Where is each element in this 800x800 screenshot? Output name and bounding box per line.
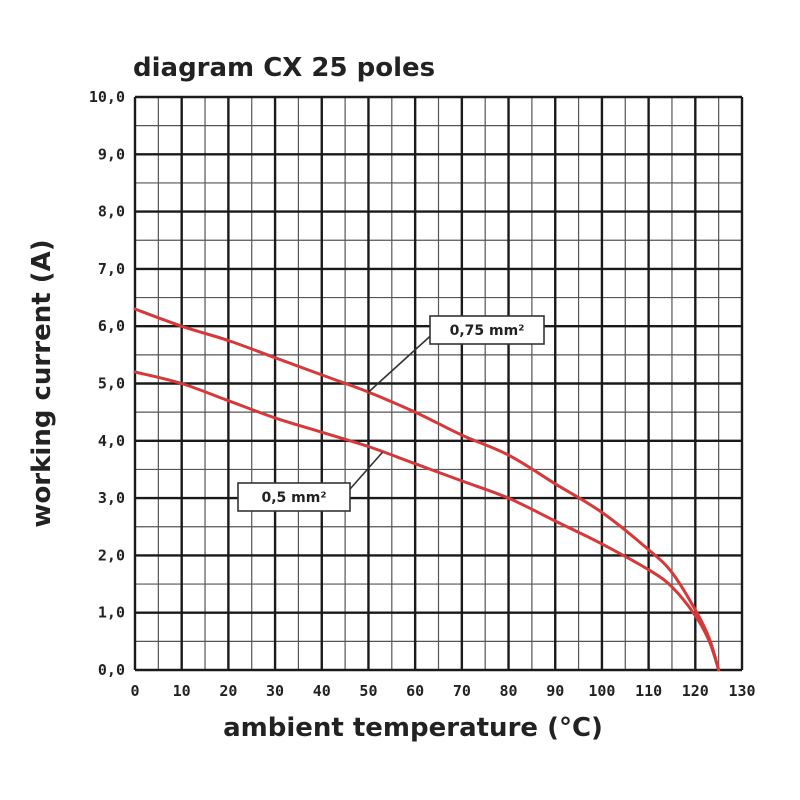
annotation-box-0	[429, 315, 545, 345]
annotation-box-1	[237, 482, 351, 512]
annotation-label-0: 0,75 mm²	[450, 323, 525, 339]
series-line-0	[133, 307, 721, 672]
y-tick-label: 0,0	[98, 661, 125, 679]
x-tick-label: 40	[313, 682, 331, 700]
y-tick-label: 9,0	[98, 145, 125, 163]
annotations: 0,75 mm² 0,5 mm²	[237, 315, 545, 512]
y-tick-label: 7,0	[98, 260, 125, 278]
y-tick-label: 6,0	[98, 317, 125, 335]
x-tick-label: 30	[266, 682, 284, 700]
x-tick-label: 60	[406, 682, 424, 700]
x-tick-label: 80	[500, 682, 518, 700]
annotation-label-1: 0,5 mm²	[262, 490, 327, 506]
y-axis-label: working current (A)	[27, 239, 57, 527]
series-line-1	[133, 370, 721, 672]
y-tick-label: 4,0	[98, 432, 125, 450]
y-tick-label: 10,0	[89, 88, 125, 106]
grid	[133, 95, 744, 672]
x-tick-label: 70	[453, 682, 471, 700]
x-axis-label: ambient temperature (°C)	[223, 713, 603, 743]
x-axis-ticks: 0 10 20 30 40 50 60 70 80 90 100 110 120 130	[130, 682, 755, 700]
x-tick-label: 120	[682, 682, 709, 700]
y-axis-ticks: 0,0 1,0 2,0 3,0 4,0 5,0 6,0 7,0 8,0 9,0 10,0	[89, 88, 125, 679]
x-tick-label: 100	[588, 682, 615, 700]
y-tick-label: 5,0	[98, 375, 125, 393]
annotation-leader-0	[367, 329, 438, 393]
x-tick-label: 0	[130, 682, 139, 700]
x-tick-label: 50	[359, 682, 377, 700]
series-lines	[133, 307, 721, 672]
y-tick-label: 3,0	[98, 489, 125, 507]
x-tick-label: 110	[635, 682, 662, 700]
x-tick-label: 90	[546, 682, 564, 700]
y-tick-label: 1,0	[98, 604, 125, 622]
x-tick-label: 10	[173, 682, 191, 700]
y-tick-label: 8,0	[98, 203, 125, 221]
x-tick-label: 20	[219, 682, 237, 700]
x-tick-label: 130	[728, 682, 755, 700]
chart-title: diagram CX 25 poles	[133, 53, 435, 83]
y-tick-label: 2,0	[98, 546, 125, 564]
